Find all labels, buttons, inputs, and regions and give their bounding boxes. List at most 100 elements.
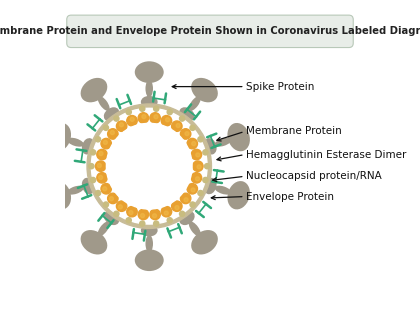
- Circle shape: [196, 153, 200, 157]
- Ellipse shape: [82, 138, 94, 155]
- Circle shape: [191, 173, 202, 183]
- Circle shape: [165, 118, 170, 122]
- Circle shape: [138, 209, 149, 220]
- Circle shape: [187, 184, 197, 194]
- Circle shape: [127, 116, 137, 126]
- Circle shape: [167, 218, 172, 223]
- Ellipse shape: [104, 107, 119, 121]
- Circle shape: [172, 121, 182, 131]
- Circle shape: [97, 163, 101, 168]
- Circle shape: [197, 165, 201, 169]
- Text: Envelope Protein: Envelope Protein: [246, 192, 334, 202]
- Text: Nucleocapsid protein/RNA: Nucleocapsid protein/RNA: [246, 171, 382, 181]
- Circle shape: [152, 214, 157, 218]
- Circle shape: [106, 123, 192, 209]
- Circle shape: [190, 202, 195, 207]
- Circle shape: [181, 129, 191, 139]
- Ellipse shape: [81, 78, 107, 102]
- Circle shape: [190, 125, 195, 130]
- Ellipse shape: [227, 123, 250, 151]
- Circle shape: [89, 163, 94, 169]
- Circle shape: [187, 138, 197, 149]
- Circle shape: [191, 149, 202, 160]
- Circle shape: [95, 137, 101, 142]
- Circle shape: [108, 193, 118, 203]
- Circle shape: [90, 150, 96, 155]
- Ellipse shape: [191, 78, 218, 102]
- Circle shape: [92, 108, 207, 224]
- Circle shape: [114, 116, 119, 121]
- Circle shape: [95, 161, 106, 171]
- Text: Hemagglutinin Esterase Dimer: Hemagglutinin Esterase Dimer: [246, 150, 407, 160]
- Text: Membrane Protein and Envelope Protein Shown in Coronavirus Labeled Diagram: Membrane Protein and Envelope Protein Sh…: [0, 26, 420, 36]
- Circle shape: [198, 137, 203, 142]
- Circle shape: [99, 175, 102, 180]
- Ellipse shape: [49, 123, 71, 151]
- Circle shape: [103, 125, 108, 130]
- Circle shape: [118, 205, 122, 209]
- Circle shape: [203, 150, 208, 155]
- Circle shape: [193, 161, 203, 171]
- Circle shape: [192, 141, 196, 146]
- Ellipse shape: [67, 186, 84, 195]
- Circle shape: [103, 202, 108, 207]
- Circle shape: [142, 115, 146, 119]
- Ellipse shape: [81, 230, 107, 255]
- Ellipse shape: [145, 80, 153, 97]
- Circle shape: [110, 197, 113, 201]
- Circle shape: [179, 211, 185, 216]
- Ellipse shape: [189, 96, 201, 111]
- Circle shape: [127, 206, 137, 217]
- Circle shape: [154, 221, 159, 226]
- Circle shape: [176, 123, 180, 128]
- Circle shape: [164, 211, 168, 215]
- Circle shape: [181, 193, 191, 203]
- Circle shape: [103, 187, 107, 191]
- Circle shape: [99, 152, 103, 156]
- Ellipse shape: [189, 221, 201, 236]
- Circle shape: [87, 104, 211, 228]
- Circle shape: [97, 149, 107, 160]
- Ellipse shape: [98, 221, 110, 236]
- Ellipse shape: [98, 96, 110, 111]
- Circle shape: [175, 206, 179, 210]
- Circle shape: [103, 140, 108, 144]
- Text: Spike Protein: Spike Protein: [246, 82, 315, 92]
- Circle shape: [129, 210, 133, 215]
- Circle shape: [114, 211, 119, 216]
- Circle shape: [140, 106, 145, 111]
- Circle shape: [198, 191, 203, 196]
- Ellipse shape: [135, 61, 164, 83]
- Ellipse shape: [191, 230, 218, 255]
- Circle shape: [126, 218, 131, 223]
- Circle shape: [95, 191, 101, 196]
- Circle shape: [116, 201, 127, 211]
- Ellipse shape: [204, 138, 217, 155]
- Ellipse shape: [135, 249, 164, 271]
- Ellipse shape: [141, 224, 158, 237]
- Ellipse shape: [67, 138, 84, 147]
- Ellipse shape: [179, 211, 194, 225]
- FancyBboxPatch shape: [67, 15, 353, 48]
- Ellipse shape: [82, 178, 94, 194]
- Ellipse shape: [204, 178, 217, 194]
- Circle shape: [203, 177, 208, 183]
- Ellipse shape: [215, 138, 231, 147]
- Circle shape: [101, 184, 111, 194]
- Ellipse shape: [104, 211, 119, 225]
- Circle shape: [141, 214, 144, 218]
- Circle shape: [116, 121, 127, 131]
- Circle shape: [138, 113, 149, 123]
- Text: Membrane Protein: Membrane Protein: [246, 126, 342, 136]
- Circle shape: [150, 209, 160, 220]
- Ellipse shape: [179, 107, 194, 121]
- Circle shape: [150, 113, 160, 123]
- Circle shape: [110, 130, 114, 135]
- Circle shape: [154, 115, 158, 119]
- Circle shape: [161, 116, 172, 126]
- Ellipse shape: [145, 235, 153, 252]
- Circle shape: [195, 177, 200, 181]
- Circle shape: [126, 110, 131, 115]
- Ellipse shape: [141, 96, 158, 108]
- Circle shape: [90, 177, 96, 183]
